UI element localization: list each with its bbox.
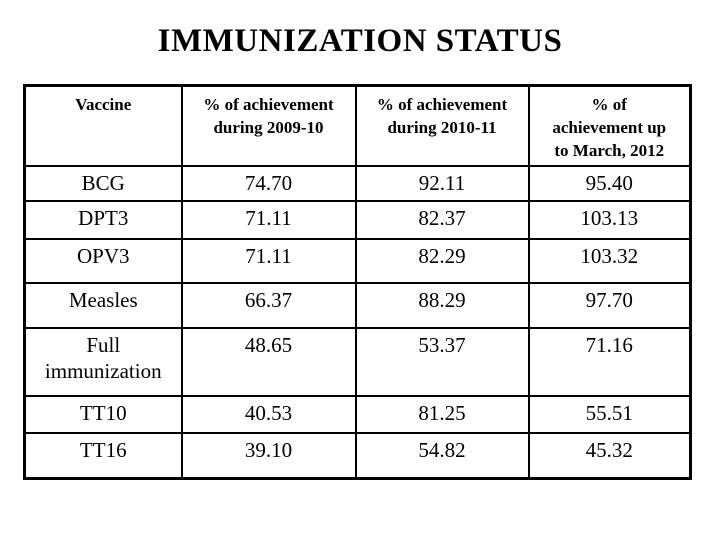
vaccine-name-cell: Full immunization [23, 326, 183, 397]
value-cell: 103.13 [527, 199, 692, 240]
column-header-vaccine: Vaccine [23, 84, 183, 167]
slide-title: IMMUNIZATION STATUS [157, 23, 563, 59]
table-row: BCG 74.70 92.11 95.40 [23, 164, 692, 202]
value-cell: 95.40 [527, 164, 692, 202]
value-cell: 55.51 [527, 394, 692, 434]
value-cell: 40.53 [180, 394, 357, 434]
value-cell: 97.70 [527, 281, 692, 329]
value-cell: 82.29 [354, 237, 530, 284]
table-row: Measles 66.37 88.29 97.70 [23, 281, 692, 329]
vaccine-name-cell: TT16 [23, 431, 183, 480]
value-cell: 54.82 [354, 431, 530, 480]
value-cell: 48.65 [180, 326, 357, 397]
column-header-2009-10: % of achievement during 2009-10 [180, 84, 357, 167]
table-header-row: Vaccine % of achievement during 2009-10 … [23, 84, 692, 167]
value-cell: 66.37 [180, 281, 357, 329]
vaccine-name-cell: TT10 [23, 394, 183, 434]
immunization-status-table: Vaccine % of achievement during 2009-10 … [23, 84, 692, 480]
value-cell: 53.37 [354, 326, 530, 397]
value-cell: 45.32 [527, 431, 692, 480]
value-cell: 39.10 [180, 431, 357, 480]
value-cell: 88.29 [354, 281, 530, 329]
table-row: DPT3 71.11 82.37 103.13 [23, 199, 692, 240]
value-cell: 71.16 [527, 326, 692, 397]
value-cell: 74.70 [180, 164, 357, 202]
value-cell: 71.11 [180, 237, 357, 284]
table-row: TT16 39.10 54.82 45.32 [23, 431, 692, 480]
value-cell: 81.25 [354, 394, 530, 434]
column-header-2010-11: % of achievement during 2010-11 [354, 84, 530, 167]
vaccine-name-cell: OPV3 [23, 237, 183, 284]
value-cell: 103.32 [527, 237, 692, 284]
value-cell: 82.37 [354, 199, 530, 240]
value-cell: 71.11 [180, 199, 357, 240]
column-header-march-2012: % of achievement up to March, 2012 [527, 84, 692, 167]
table-row: OPV3 71.11 82.29 103.32 [23, 237, 692, 284]
vaccine-name-cell: Measles [23, 281, 183, 329]
table-row: TT10 40.53 81.25 55.51 [23, 394, 692, 434]
value-cell: 92.11 [354, 164, 530, 202]
table-row: Full immunization 48.65 53.37 71.16 [23, 326, 692, 397]
vaccine-name-cell: DPT3 [23, 199, 183, 240]
vaccine-name-cell: BCG [23, 164, 183, 202]
